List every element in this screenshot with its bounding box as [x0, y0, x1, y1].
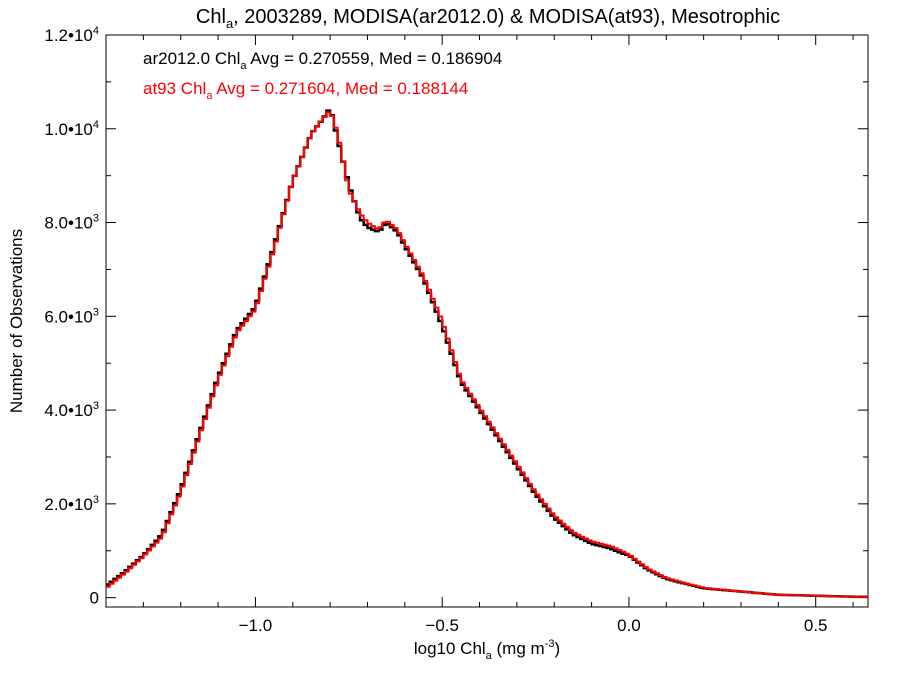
- x-axis-title: log10 Chla (mg m-3): [414, 638, 560, 662]
- x-tick-label: −1.0: [239, 616, 273, 635]
- annotation-at93-pre: at93 Chl: [143, 79, 206, 98]
- x-tick-label: −0.5: [425, 616, 459, 635]
- y-tick-exponent: 3: [93, 306, 99, 318]
- x-axis-ticks: −1.0 −0.5 0.0 0.5: [105, 35, 854, 635]
- y-tick-label: 6.0•103: [44, 306, 99, 326]
- annotation-ar2012-sub: a: [240, 60, 247, 72]
- annotation-ar2012: ar2012.0 Chla Avg = 0.270559, Med = 0.18…: [143, 49, 502, 72]
- y-tick-mantissa: 1.0•10: [44, 120, 93, 139]
- y-tick-mantissa: 1.2•10: [44, 26, 93, 45]
- x-tick-label: 0.0: [617, 616, 641, 635]
- chart-title: Chla, 2003289, MODISA(ar2012.0) & MODISA…: [196, 6, 780, 31]
- y-tick-exponent: 4: [93, 119, 99, 131]
- series-ar2012-line: [106, 109, 868, 598]
- y-tick-mantissa: 8.0•10: [44, 214, 93, 233]
- xlabel-sup: -3: [545, 638, 555, 650]
- title-base: Chl: [196, 6, 226, 28]
- y-axis-ticks: 02.0•1034.0•1036.0•1038.0•1031.0•1041.2•…: [44, 25, 868, 608]
- annotation-ar2012-post: Avg = 0.270559, Med = 0.186904: [246, 49, 502, 68]
- y-tick-label: 2.0•103: [44, 494, 99, 514]
- xlabel-sub: a: [486, 650, 493, 662]
- y-tick-label: 8.0•103: [44, 213, 99, 233]
- y-tick-exponent: 4: [93, 25, 99, 37]
- y-tick-exponent: 3: [93, 400, 99, 412]
- annotation-ar2012-pre: ar2012.0 Chl: [143, 49, 240, 68]
- xlabel-rest: (mg m: [492, 639, 545, 658]
- y-tick-mantissa: 2.0•10: [44, 495, 93, 514]
- annotation-at93-sub: a: [206, 90, 213, 102]
- title-rest: , 2003289, MODISA(ar2012.0) & MODISA(at9…: [233, 6, 780, 28]
- x-tick-label: 0.5: [804, 616, 828, 635]
- series-group: [106, 109, 868, 598]
- plot-frame: [105, 34, 869, 608]
- y-tick-label: 1.2•104: [44, 25, 99, 45]
- xlabel-base: log10 Chl: [414, 639, 486, 658]
- xlabel-end: ): [554, 639, 560, 658]
- y-tick-mantissa: 6.0•10: [44, 307, 93, 326]
- annotation-at93-post: Avg = 0.271604, Med = 0.188144: [212, 79, 468, 98]
- title-sub: a: [226, 16, 234, 31]
- series-at93-line: [106, 111, 868, 598]
- y-tick-label: 0: [90, 589, 99, 608]
- y-axis-title: Number of Observations: [7, 229, 26, 413]
- y-tick-exponent: 3: [93, 494, 99, 506]
- annotation-at93: at93 Chla Avg = 0.271604, Med = 0.188144: [143, 79, 468, 102]
- y-tick-mantissa: 4.0•10: [44, 401, 93, 420]
- y-tick-label: 4.0•103: [44, 400, 99, 420]
- y-tick-label: 1.0•104: [44, 119, 99, 139]
- y-tick-exponent: 3: [93, 213, 99, 225]
